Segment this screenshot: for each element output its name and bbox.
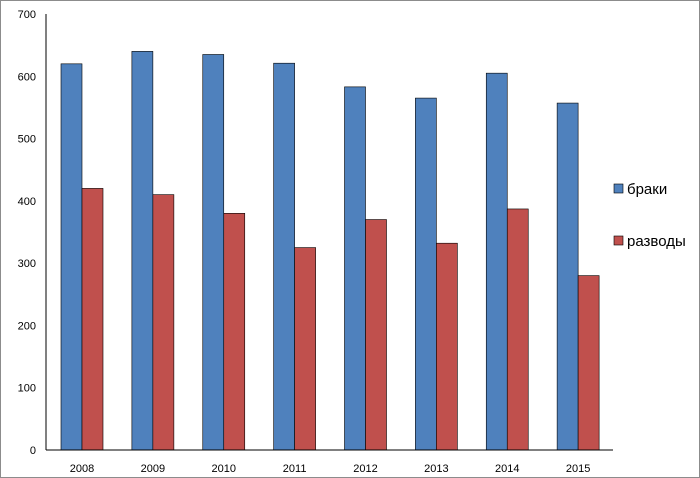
y-tick-label: 400 xyxy=(18,196,36,208)
bar-0-2012 xyxy=(344,86,366,451)
legend: браки разводы xyxy=(613,181,686,250)
y-tick-label: 0 xyxy=(30,445,36,457)
bar-1-2012 xyxy=(365,219,387,451)
y-tick-label: 300 xyxy=(18,258,36,270)
bar-1-2011 xyxy=(294,247,316,451)
axes xyxy=(45,14,613,451)
bar-0-2008 xyxy=(60,63,83,451)
bar-1-2013 xyxy=(436,242,458,451)
bar-1-2014 xyxy=(506,208,529,451)
y-tick-label: 500 xyxy=(18,134,36,146)
x-axis-ticks: 2008 2009 2010 2011 2012 2013 2014 2015 xyxy=(70,463,591,475)
x-tick-label: 2015 xyxy=(566,463,590,475)
legend-label: разводы xyxy=(627,233,686,250)
legend-swatch xyxy=(613,235,624,246)
bar-0-2013 xyxy=(415,97,437,451)
bar-0-2014 xyxy=(485,72,508,451)
x-tick-label: 2011 xyxy=(283,463,307,475)
bar-0-2011 xyxy=(273,62,295,451)
x-tick-label: 2008 xyxy=(70,463,94,475)
legend-label: браки xyxy=(627,181,667,198)
bar-0-2010 xyxy=(202,54,225,451)
legend-swatch xyxy=(613,183,624,194)
bars xyxy=(60,51,600,451)
y-tick-label: 700 xyxy=(18,9,36,21)
x-tick-label: 2013 xyxy=(424,463,448,475)
bar-1-2015 xyxy=(577,275,600,451)
bar-1-2008 xyxy=(81,188,104,451)
x-tick-label: 2009 xyxy=(141,463,165,475)
bar-0-2009 xyxy=(131,51,154,451)
x-tick-label: 2010 xyxy=(212,463,236,475)
bar-0-2015 xyxy=(556,102,579,451)
bar-1-2009 xyxy=(152,194,175,451)
y-tick-label: 100 xyxy=(18,383,36,395)
y-tick-label: 200 xyxy=(18,320,36,332)
bar-1-2010 xyxy=(223,213,246,451)
x-tick-label: 2012 xyxy=(353,463,377,475)
y-tick-label: 600 xyxy=(18,71,36,83)
x-tick-label: 2014 xyxy=(495,463,519,475)
y-axis-ticks: 0 100 200 300 400 500 600 700 xyxy=(18,9,36,457)
